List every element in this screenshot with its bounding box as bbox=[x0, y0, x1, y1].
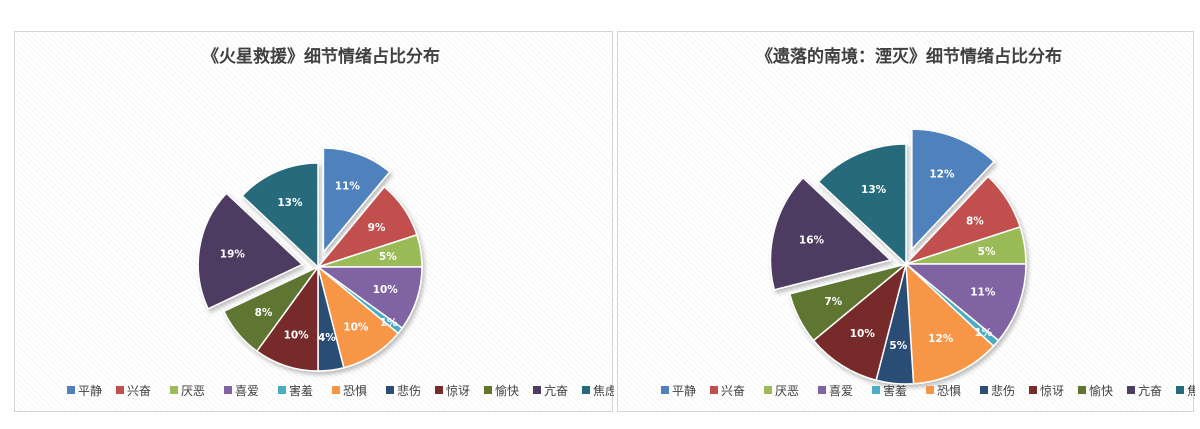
legend: 平静 兴奋 厌恶 喜爱 害羞 恐惧 悲伤 惊讶 愉快 亢奋 焦虑 bbox=[661, 383, 1195, 398]
slice-label-兴奋: 9% bbox=[368, 222, 386, 234]
legend-swatch-惊讶 bbox=[1029, 386, 1037, 394]
legend: 平静 兴奋 厌恶 喜爱 害羞 恐惧 悲伤 惊讶 愉快 亢奋 焦虑 bbox=[67, 383, 614, 398]
legend-swatch-平静 bbox=[661, 386, 669, 394]
legend-swatch-兴奋 bbox=[116, 386, 124, 394]
legend-swatch-喜爱 bbox=[818, 386, 826, 394]
slice-label-害羞: 1% bbox=[974, 327, 992, 339]
legend-label-焦虑: 焦虑 bbox=[593, 384, 614, 398]
slice-label-惊讶: 10% bbox=[850, 328, 876, 340]
slice-label-兴奋: 8% bbox=[966, 215, 984, 227]
legend-swatch-焦虑 bbox=[1176, 386, 1184, 394]
legend-swatch-亢奋 bbox=[533, 386, 541, 394]
legend-label-悲伤: 悲伤 bbox=[991, 383, 1015, 398]
slice-label-亢奋: 19% bbox=[220, 248, 246, 260]
legend-label-厌恶: 厌恶 bbox=[181, 384, 205, 398]
slice-label-焦虑: 13% bbox=[861, 184, 887, 196]
legend-swatch-害羞 bbox=[278, 386, 286, 394]
legend-label-厌恶: 厌恶 bbox=[775, 384, 799, 398]
legend-label-害羞: 害羞 bbox=[883, 383, 907, 398]
slice-label-喜爱: 10% bbox=[373, 284, 399, 296]
legend-swatch-惊讶 bbox=[435, 386, 443, 394]
legend-swatch-愉快 bbox=[1078, 386, 1086, 394]
legend-label-平静: 平静 bbox=[78, 384, 102, 398]
pie-slice-愉快 bbox=[222, 266, 319, 353]
legend-swatch-兴奋 bbox=[710, 386, 718, 394]
legend-label-惊讶: 惊讶 bbox=[1040, 383, 1064, 398]
legend-swatch-厌恶 bbox=[170, 386, 178, 394]
pie-slice-愉快 bbox=[788, 263, 907, 342]
slice-label-平静: 12% bbox=[929, 168, 955, 180]
slice-label-厌恶: 5% bbox=[978, 246, 996, 258]
pie-slice-亢奋 bbox=[197, 192, 304, 310]
slice-label-悲伤: 5% bbox=[889, 340, 907, 352]
legend-label-恐惧: 恐惧 bbox=[343, 383, 367, 398]
legend-swatch-平静 bbox=[67, 386, 75, 394]
chart-panel-left: 《火星救援》细节情绪占比分布 11% 9% 5% 10% 1% 10% 4% 10% 8% 19% 1… bbox=[14, 31, 614, 412]
legend-swatch-厌恶 bbox=[764, 386, 772, 394]
slice-label-平静: 11% bbox=[335, 180, 361, 192]
slice-label-厌恶: 5% bbox=[379, 251, 397, 263]
pie-slice-亢奋 bbox=[769, 176, 893, 291]
slice-label-悲伤: 4% bbox=[318, 332, 336, 344]
pie-slices bbox=[769, 128, 1027, 385]
legend-label-喜爱: 喜爱 bbox=[829, 384, 853, 398]
chart-panel-right: 《遗落的南境：湮灭》细节情绪占比分布 12% 8% 5% 11% 1% 12% 5% 10% 7%… bbox=[617, 31, 1195, 412]
pie-slice-恐惧 bbox=[905, 262, 995, 385]
pie-slice-喜爱 bbox=[903, 263, 1027, 342]
pie-chart-right: 《遗落的南境：湮灭》细节情绪占比分布 12% 8% 5% 11% 1% 12% 5% 10% 7%… bbox=[661, 46, 1195, 398]
legend-label-亢奋: 亢奋 bbox=[1138, 383, 1162, 398]
legend-label-悲伤: 悲伤 bbox=[397, 383, 421, 398]
legend-swatch-悲伤 bbox=[386, 386, 394, 394]
chart-title: 《火星救援》细节情绪占比分布 bbox=[202, 46, 440, 67]
legend-swatch-悲伤 bbox=[980, 386, 988, 394]
pie-slice-焦虑 bbox=[241, 162, 319, 269]
legend-label-愉快: 愉快 bbox=[1089, 383, 1113, 398]
chart-title: 《遗落的南境：湮灭》细节情绪占比分布 bbox=[756, 46, 1062, 67]
legend-label-焦虑: 焦虑 bbox=[1187, 384, 1195, 398]
pie-slice-惊讶 bbox=[812, 261, 908, 382]
pie-slice-平静 bbox=[322, 147, 391, 255]
legend-label-平静: 平静 bbox=[672, 384, 696, 398]
pie-labels: 11% 9% 5% 10% 1% 10% 4% 10% 8% 19% 13% bbox=[220, 180, 399, 344]
legend-swatch-害羞 bbox=[872, 386, 880, 394]
pie-slices bbox=[197, 147, 423, 372]
legend-swatch-焦虑 bbox=[582, 386, 590, 394]
slice-label-害羞: 1% bbox=[380, 317, 398, 329]
slice-label-恐惧: 12% bbox=[928, 333, 954, 345]
legend-swatch-恐惧 bbox=[332, 386, 340, 394]
legend-label-兴奋: 兴奋 bbox=[127, 384, 151, 398]
pie-slice-平静 bbox=[911, 128, 996, 252]
legend-label-亢奋: 亢奋 bbox=[544, 383, 568, 398]
legend-label-害羞: 害羞 bbox=[289, 383, 313, 398]
legend-label-恐惧: 恐惧 bbox=[937, 383, 961, 398]
legend-swatch-喜爱 bbox=[224, 386, 232, 394]
pie-chart-left: 《火星救援》细节情绪占比分布11%9%5%10%1%10%4%10%8%19%1… bbox=[67, 46, 614, 398]
pie-slice-焦虑 bbox=[817, 143, 907, 266]
legend-label-喜爱: 喜爱 bbox=[235, 384, 259, 398]
legend-label-愉快: 愉快 bbox=[495, 383, 519, 398]
slice-label-恐惧: 10% bbox=[343, 322, 369, 334]
pie-labels: 12% 8% 5% 11% 1% 12% 5% 10% 7% 16% 13% bbox=[799, 168, 996, 352]
legend-swatch-恐惧 bbox=[926, 386, 934, 394]
slice-label-愉快: 8% bbox=[255, 307, 273, 319]
slice-label-亢奋: 16% bbox=[799, 235, 825, 247]
slice-label-焦虑: 13% bbox=[277, 197, 303, 209]
legend-label-兴奋: 兴奋 bbox=[721, 384, 745, 398]
slice-label-惊讶: 10% bbox=[284, 329, 310, 341]
slice-label-愉快: 7% bbox=[824, 296, 842, 308]
legend-swatch-愉快 bbox=[484, 386, 492, 394]
legend-label-惊讶: 惊讶 bbox=[446, 383, 470, 398]
legend-swatch-亢奋 bbox=[1127, 386, 1135, 394]
slice-label-喜爱: 11% bbox=[970, 287, 996, 299]
